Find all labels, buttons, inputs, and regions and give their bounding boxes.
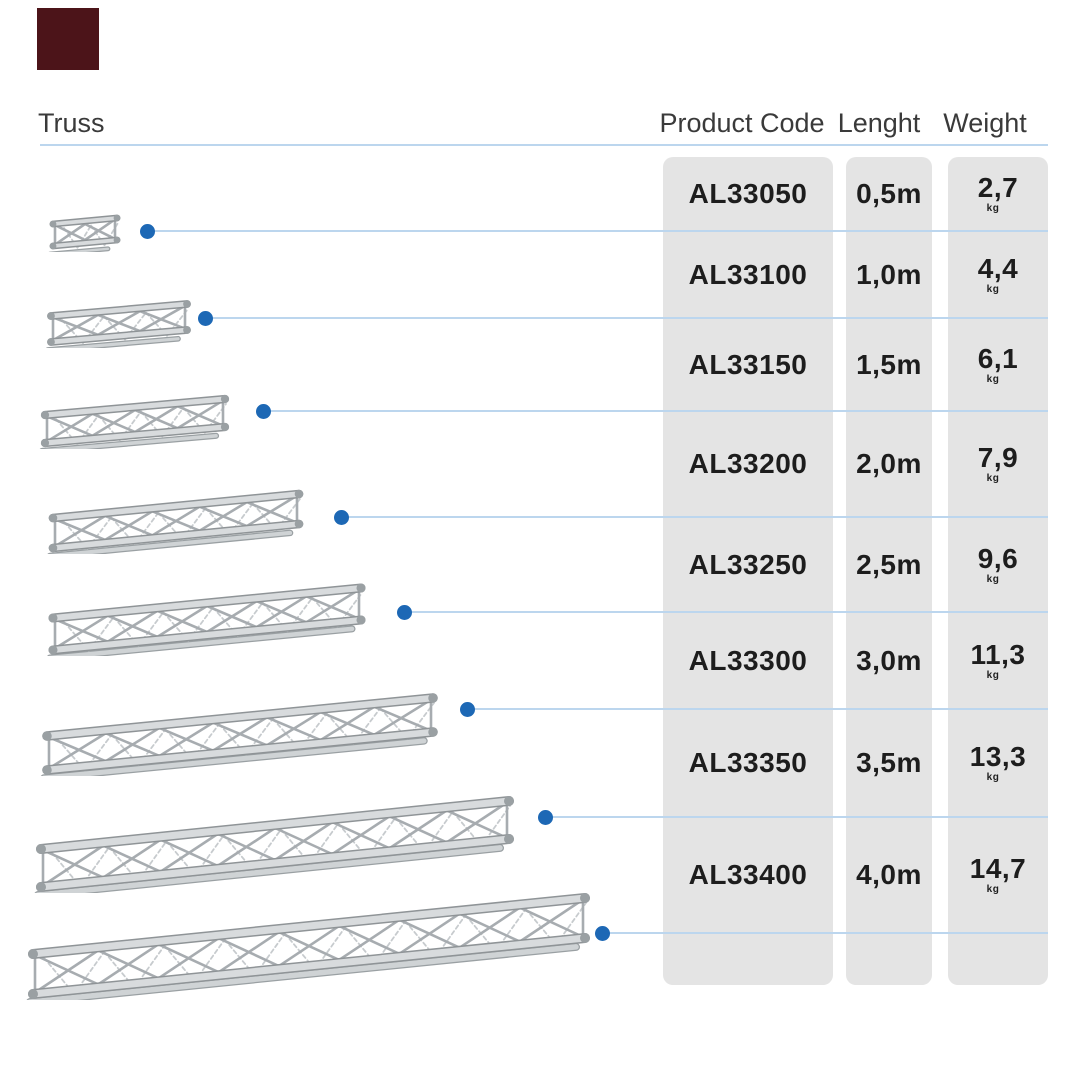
weight-value: 4,4 — [977, 252, 1019, 284]
product-code-header: Product Code — [659, 108, 825, 138]
product-code-cell: AL33150 — [688, 348, 808, 380]
truss-illustration — [47, 583, 366, 656]
length-cell: 2,5m — [856, 548, 922, 580]
connector-dot — [594, 925, 610, 941]
weight-unit: kg — [986, 373, 1000, 385]
length-cell: 3,0m — [856, 644, 922, 676]
weight-unit: kg — [986, 283, 1000, 295]
weight-cell: 14,7 kg — [948, 817, 1048, 933]
truss-illustration — [48, 214, 121, 252]
truss-illustration — [45, 300, 191, 348]
table-row: AL33050 0,5m 2,7 kg — [0, 157, 1080, 231]
weight-cell: 11,3 kg — [948, 612, 1048, 709]
length-cell: 0,5m — [856, 178, 922, 209]
connector-dot — [459, 701, 475, 717]
length-cell: 1,0m — [856, 258, 922, 290]
weight-header: Weight — [943, 108, 1027, 138]
weight-cell: 13,3 kg — [948, 709, 1048, 817]
product-code-cell: AL33350 — [688, 747, 808, 778]
truss-illustration — [40, 693, 438, 776]
truss-illustration — [47, 489, 304, 554]
leader-line — [341, 516, 1048, 518]
truss-illustration — [34, 796, 514, 893]
connector-dot — [333, 509, 349, 525]
table-row: AL33350 3,5m 13,3 kg — [0, 709, 1080, 817]
truss-illustration — [39, 394, 230, 449]
weight-value: 6,1 — [977, 342, 1019, 374]
leader-line — [147, 230, 1048, 232]
leader-line — [545, 816, 1048, 818]
length-column-bg — [846, 157, 932, 985]
length-cell: 3,5m — [856, 747, 922, 778]
connector-dot — [197, 310, 213, 326]
product-code-cell: AL33100 — [688, 258, 808, 290]
weight-unit: kg — [986, 573, 1000, 585]
weight-unit: kg — [986, 884, 1000, 895]
weight-value: 9,6 — [977, 542, 1019, 574]
weight-cell: 2,7 kg — [948, 157, 1048, 231]
length-cell: 4,0m — [856, 859, 922, 890]
weight-value: 11,3 — [970, 638, 1026, 670]
truss-column-header: Truss — [38, 108, 105, 138]
connector-dot — [255, 403, 271, 419]
weight-cell: 9,6 kg — [948, 517, 1048, 612]
table-row: AL33100 1,0m 4,4 kg — [0, 231, 1080, 318]
table-row: AL33250 2,5m 9,6 kg — [0, 517, 1080, 612]
product-code-cell: AL33250 — [688, 548, 808, 580]
leader-line — [263, 410, 1048, 412]
weight-value: 13,3 — [969, 741, 1027, 772]
length-cell: 2,0m — [856, 448, 922, 479]
product-code-cell: AL33400 — [688, 859, 808, 890]
table-row: AL33300 3,0m 11,3 kg — [0, 612, 1080, 709]
weight-value: 7,9 — [977, 442, 1019, 473]
weight-value: 2,7 — [977, 172, 1019, 203]
leader-line — [602, 932, 1048, 934]
product-code-cell: AL33050 — [688, 178, 808, 209]
length-header: Lenght — [837, 108, 921, 138]
weight-unit: kg — [986, 772, 1000, 783]
product-code-cell: AL33300 — [688, 644, 808, 676]
table-row: AL33400 4,0m 14,7 kg — [0, 817, 1080, 933]
length-cell: 1,5m — [856, 348, 922, 380]
weight-unit: kg — [986, 473, 1000, 484]
weight-unit: kg — [986, 669, 1000, 681]
header-underline — [40, 144, 1048, 146]
brand-logo-block — [37, 8, 99, 70]
table-row: AL33200 2,0m 7,9 kg — [0, 411, 1080, 517]
product-code-column-bg — [663, 157, 833, 985]
weight-value: 14,7 — [969, 853, 1027, 884]
truss-illustration — [26, 893, 590, 1000]
connector-dot — [139, 223, 155, 239]
product-code-cell: AL33200 — [688, 448, 808, 479]
table-row: AL33150 1,5m 6,1 kg — [0, 318, 1080, 411]
weight-unit: kg — [986, 203, 1000, 214]
leader-line — [404, 611, 1048, 613]
weight-cell: 4,4 kg — [948, 231, 1048, 318]
weight-column-bg — [948, 157, 1048, 985]
weight-cell: 6,1 kg — [948, 318, 1048, 411]
connector-dot — [396, 604, 412, 620]
leader-line — [467, 708, 1048, 710]
leader-line — [205, 317, 1048, 319]
connector-dot — [537, 809, 553, 825]
weight-cell: 7,9 kg — [948, 411, 1048, 517]
